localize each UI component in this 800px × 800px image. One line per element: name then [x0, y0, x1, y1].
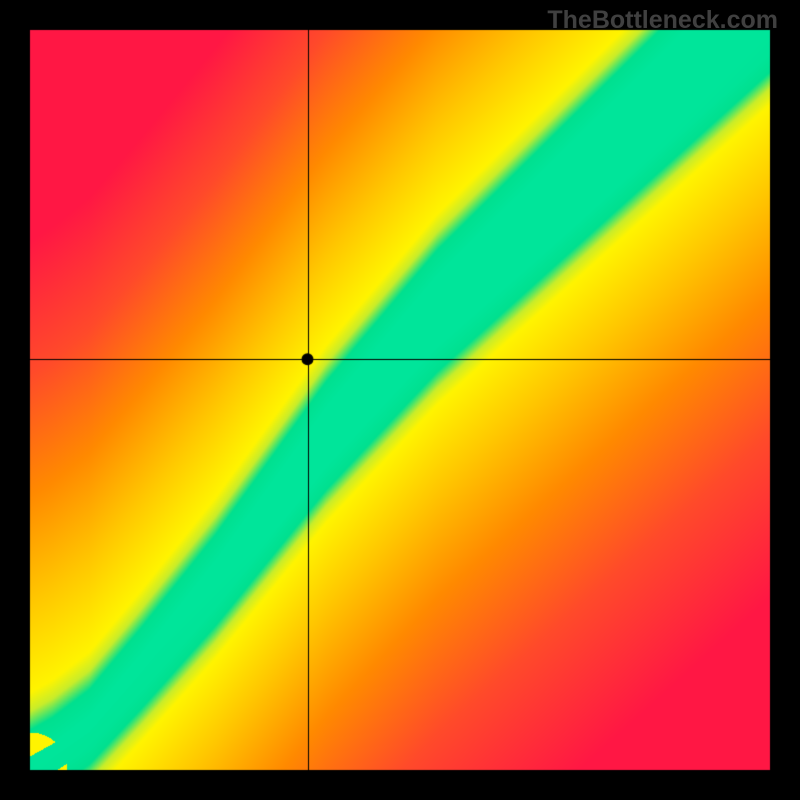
watermark-text: TheBottleneck.com: [547, 6, 778, 35]
bottleneck-heatmap: [0, 0, 800, 800]
chart-container: TheBottleneck.com: [0, 0, 800, 800]
